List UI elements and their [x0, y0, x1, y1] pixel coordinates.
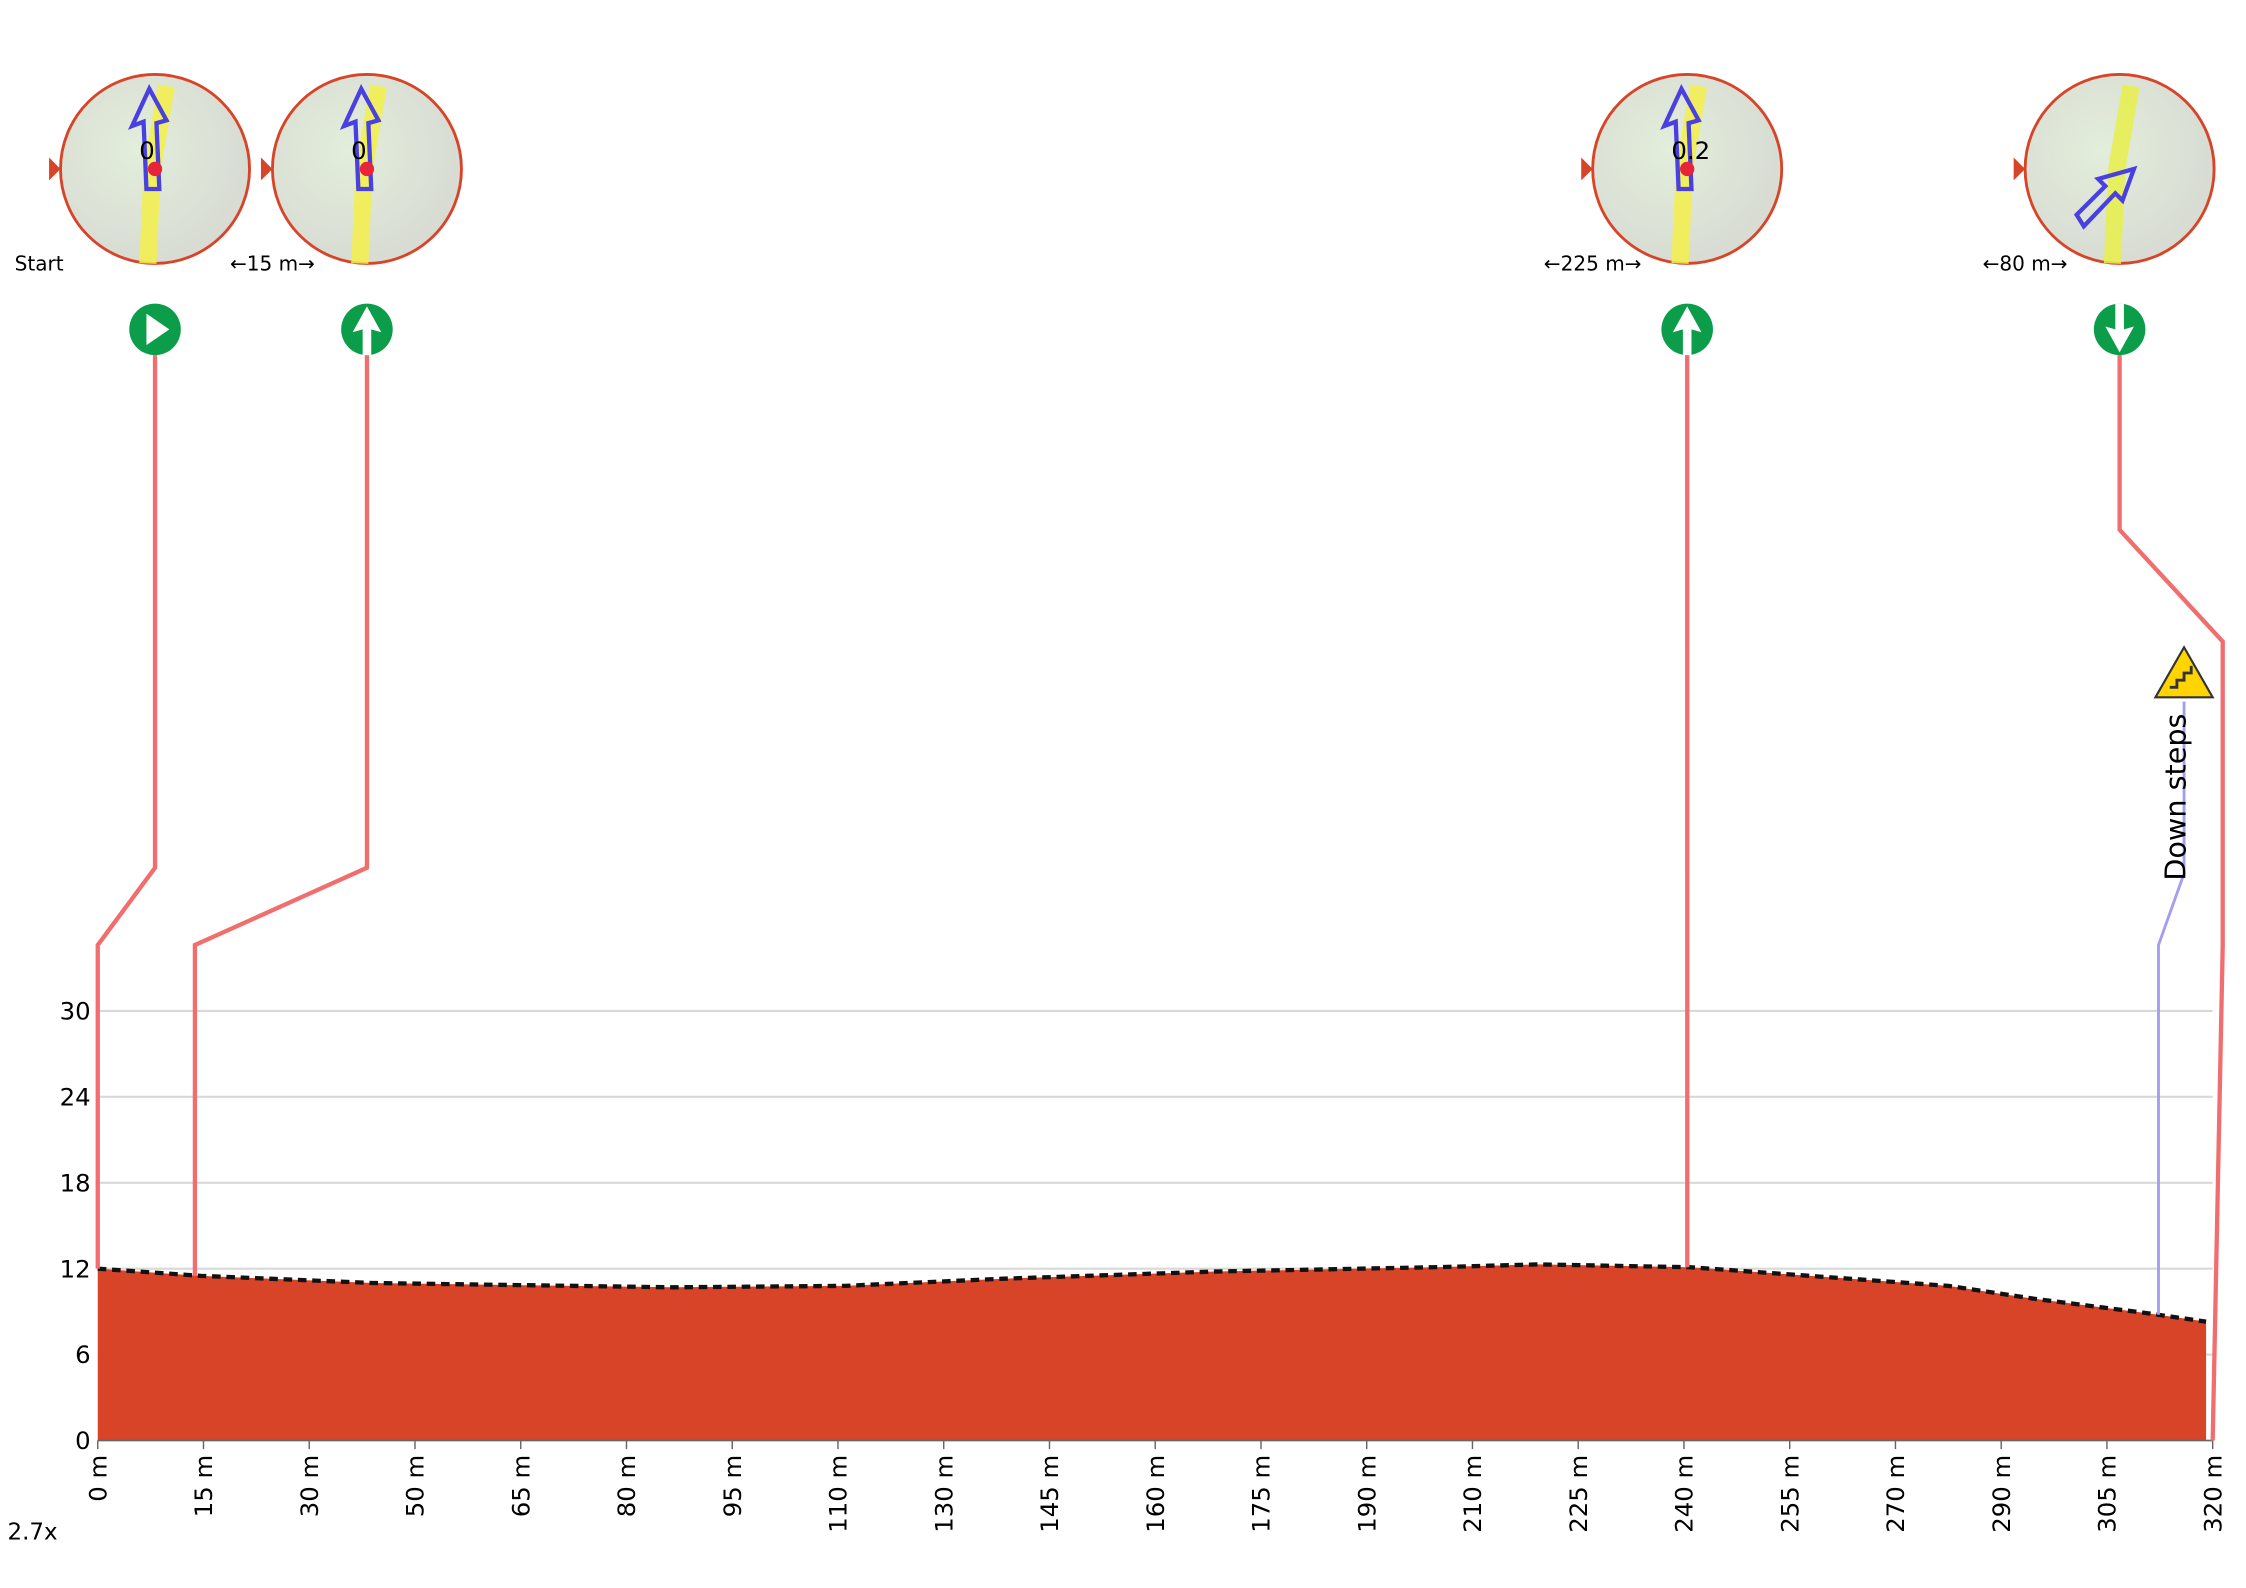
waypoint-line	[2120, 355, 2223, 1440]
x-tick-label: 110 m	[824, 1455, 853, 1533]
x-tick-label: 130 m	[929, 1455, 958, 1533]
waypoint-line	[98, 355, 155, 1269]
x-tick-label: 160 m	[1141, 1455, 1170, 1533]
x-tick-label: 15 m	[189, 1455, 218, 1517]
x-tick-label: 50 m	[401, 1455, 430, 1517]
compass-north	[49, 158, 60, 181]
x-tick-label: 225 m	[1564, 1455, 1593, 1533]
x-tick-label: 80 m	[612, 1455, 641, 1517]
annotation-label: Down steps	[2158, 714, 2192, 881]
y-tick-label: 6	[75, 1340, 90, 1369]
x-tick-label: 145 m	[1035, 1455, 1064, 1533]
waypoint-line	[195, 355, 367, 1275]
x-tick-label: 255 m	[1775, 1455, 1804, 1533]
x-tick-label: 320 m	[2198, 1455, 2227, 1533]
compass-north	[1581, 158, 1592, 181]
compass-north	[2014, 158, 2025, 181]
x-tick-label: 95 m	[718, 1455, 747, 1517]
y-tick-label: 18	[60, 1168, 91, 1197]
y-tick-label: 12	[60, 1254, 91, 1283]
waypoint-label: ←80 m→	[1983, 252, 2068, 276]
waypoint-label: ←15 m→	[230, 252, 315, 276]
map-distance: 0	[139, 136, 154, 165]
y-tick-label: 24	[60, 1082, 91, 1111]
map-distance: 0.2	[1671, 136, 1710, 165]
waypoint-label: ←225 m→	[1544, 252, 1642, 276]
map-distance: 0	[351, 136, 366, 165]
x-tick-label: 30 m	[295, 1455, 324, 1517]
x-tick-label: 290 m	[1987, 1455, 2016, 1533]
y-tick-label: 30	[60, 997, 91, 1026]
zoom-level: 2.7x	[8, 1519, 58, 1545]
x-tick-label: 305 m	[2093, 1455, 2122, 1533]
waypoint-label: Start	[15, 252, 64, 276]
x-tick-label: 210 m	[1458, 1455, 1487, 1533]
x-tick-label: 270 m	[1881, 1455, 1910, 1533]
elevation-chart: 2.7x 0 6 12 18 24 30 0 m 15 m 30 m 50 m 65 m 80 m 95…	[0, 0, 2246, 1588]
x-tick-label: 65 m	[506, 1455, 535, 1517]
y-tick-label: 0	[75, 1426, 90, 1455]
elevation-area	[98, 1264, 2206, 1440]
x-tick-label: 240 m	[1670, 1455, 1699, 1533]
compass-north	[261, 158, 272, 181]
x-tick-label: 0 m	[83, 1455, 112, 1502]
x-tick-label: 175 m	[1247, 1455, 1276, 1533]
x-tick-label: 190 m	[1352, 1455, 1381, 1533]
page: {"chart_data": {"type": "area", "color":…	[0, 0, 2246, 1588]
